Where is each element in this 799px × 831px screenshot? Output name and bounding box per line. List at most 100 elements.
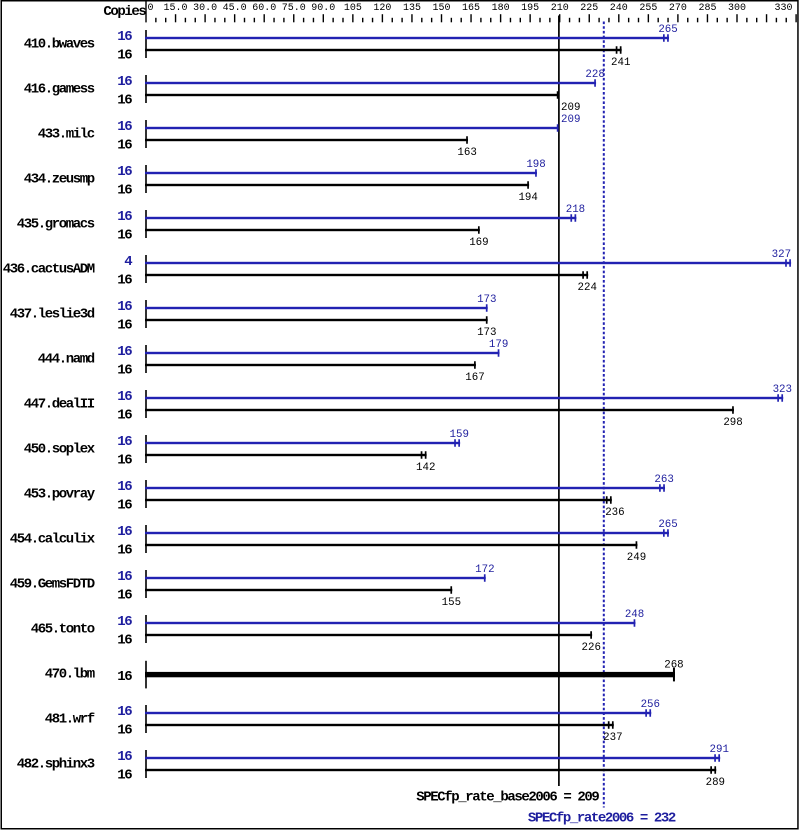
svg-text:285: 285 — [698, 3, 716, 14]
svg-text:210: 210 — [551, 3, 569, 14]
svg-text:323: 323 — [773, 384, 792, 396]
svg-text:453.povray: 453.povray — [24, 486, 96, 502]
svg-text:16: 16 — [117, 479, 132, 495]
svg-text:142: 142 — [416, 462, 435, 474]
svg-text:16: 16 — [117, 632, 132, 648]
svg-text:16: 16 — [117, 92, 132, 108]
svg-text:16: 16 — [117, 749, 132, 765]
svg-text:225: 225 — [580, 3, 598, 14]
svg-text:16: 16 — [117, 587, 132, 603]
svg-text:437.leslie3d: 437.leslie3d — [10, 306, 95, 322]
svg-text:194: 194 — [518, 192, 537, 204]
svg-text:459.GemsFDTD: 459.GemsFDTD — [10, 576, 95, 592]
svg-text:410.bwaves: 410.bwaves — [24, 36, 95, 52]
svg-text:16: 16 — [117, 119, 132, 135]
svg-text:226: 226 — [581, 642, 600, 654]
svg-text:436.cactusADM: 436.cactusADM — [3, 261, 95, 277]
svg-text:16: 16 — [117, 669, 132, 685]
svg-text:0: 0 — [148, 3, 154, 14]
svg-text:16: 16 — [117, 362, 132, 378]
svg-text:16: 16 — [117, 317, 132, 333]
svg-text:465.tonto: 465.tonto — [31, 621, 95, 637]
svg-text:434.zeusmp: 434.zeusmp — [24, 171, 95, 187]
svg-text:450.soplex: 450.soplex — [24, 441, 96, 457]
svg-text:Copies: Copies — [103, 4, 146, 20]
svg-text:16: 16 — [117, 74, 132, 90]
svg-text:16: 16 — [117, 29, 132, 45]
svg-text:75.0: 75.0 — [282, 3, 306, 14]
svg-text:165: 165 — [462, 3, 480, 14]
svg-text:454.calculix: 454.calculix — [10, 531, 96, 547]
svg-text:16: 16 — [117, 542, 132, 558]
svg-text:16: 16 — [117, 452, 132, 468]
svg-text:16: 16 — [117, 569, 132, 585]
svg-text:481.wrf: 481.wrf — [45, 711, 95, 727]
svg-text:169: 169 — [469, 237, 488, 249]
svg-text:248: 248 — [625, 609, 644, 621]
svg-text:433.milc: 433.milc — [38, 126, 95, 142]
svg-text:16: 16 — [117, 614, 132, 630]
svg-text:16: 16 — [117, 524, 132, 540]
svg-text:330: 330 — [774, 3, 792, 14]
svg-text:240: 240 — [610, 3, 628, 14]
svg-text:4: 4 — [124, 254, 132, 270]
svg-text:173: 173 — [477, 327, 496, 339]
svg-text:289: 289 — [706, 777, 725, 789]
svg-text:16: 16 — [117, 434, 132, 450]
svg-text:265: 265 — [658, 519, 677, 531]
svg-text:198: 198 — [526, 159, 545, 171]
svg-text:16: 16 — [117, 407, 132, 423]
svg-text:45.0: 45.0 — [223, 3, 247, 14]
svg-text:16: 16 — [117, 209, 132, 225]
svg-text:16: 16 — [117, 767, 132, 783]
svg-text:16: 16 — [117, 164, 132, 180]
svg-text:15.0: 15.0 — [164, 3, 188, 14]
svg-text:16: 16 — [117, 497, 132, 513]
svg-text:120: 120 — [373, 3, 391, 14]
svg-text:179: 179 — [489, 339, 508, 351]
svg-text:150: 150 — [432, 3, 450, 14]
svg-text:16: 16 — [117, 182, 132, 198]
svg-text:416.gamess: 416.gamess — [24, 81, 95, 97]
svg-text:265: 265 — [658, 24, 677, 36]
svg-text:16: 16 — [117, 704, 132, 720]
svg-text:16: 16 — [117, 299, 132, 315]
svg-text:447.dealII: 447.dealII — [24, 396, 95, 412]
svg-text:180: 180 — [492, 3, 510, 14]
svg-text:270: 270 — [669, 3, 687, 14]
svg-text:16: 16 — [117, 722, 132, 738]
svg-text:30.0: 30.0 — [193, 3, 217, 14]
svg-text:SPECfp_rate_base2006 = 209: SPECfp_rate_base2006 = 209 — [416, 789, 599, 805]
svg-text:300: 300 — [728, 3, 746, 14]
svg-text:291: 291 — [710, 744, 729, 756]
svg-text:SPECfp_rate2006 = 232: SPECfp_rate2006 = 232 — [528, 810, 676, 826]
svg-text:16: 16 — [117, 344, 132, 360]
svg-text:209: 209 — [561, 102, 580, 114]
svg-text:60.0: 60.0 — [252, 3, 276, 14]
svg-text:218: 218 — [566, 204, 585, 216]
svg-text:105: 105 — [344, 3, 362, 14]
svg-text:155: 155 — [442, 597, 461, 609]
svg-text:268: 268 — [664, 659, 683, 671]
svg-text:16: 16 — [117, 272, 132, 288]
svg-text:16: 16 — [117, 47, 132, 63]
svg-text:444.namd: 444.namd — [38, 351, 95, 367]
svg-text:236: 236 — [605, 507, 624, 519]
svg-text:159: 159 — [450, 429, 469, 441]
svg-text:90.0: 90.0 — [311, 3, 335, 14]
svg-text:16: 16 — [117, 389, 132, 405]
svg-text:195: 195 — [521, 3, 539, 14]
svg-text:16: 16 — [117, 137, 132, 153]
svg-text:327: 327 — [772, 249, 791, 261]
svg-text:167: 167 — [465, 372, 484, 384]
svg-text:249: 249 — [627, 552, 646, 564]
svg-text:298: 298 — [723, 417, 742, 429]
svg-text:16: 16 — [117, 227, 132, 243]
svg-text:163: 163 — [457, 147, 476, 159]
svg-text:172: 172 — [475, 564, 494, 576]
svg-text:228: 228 — [585, 69, 604, 81]
svg-text:470.lbm: 470.lbm — [45, 666, 95, 682]
svg-text:237: 237 — [603, 732, 622, 744]
svg-text:173: 173 — [477, 294, 496, 306]
svg-text:435.gromacs: 435.gromacs — [17, 216, 95, 232]
